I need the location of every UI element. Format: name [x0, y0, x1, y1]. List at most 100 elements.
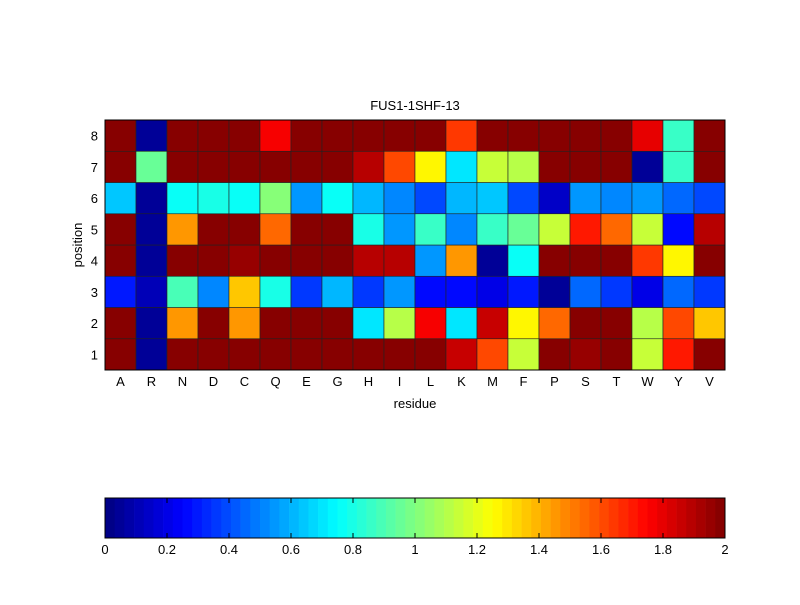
cell-A-3 [104, 275, 137, 308]
colorbar-swatch [201, 498, 212, 538]
x-tick-label: V [705, 374, 714, 389]
colorbar-swatch [628, 498, 639, 538]
cell-M-3 [476, 275, 509, 308]
colorbar-swatch [240, 498, 251, 538]
colorbar-swatch [618, 498, 629, 538]
colorbar-swatch [269, 498, 280, 538]
y-axis-label: position [70, 223, 85, 268]
cell-N-8 [166, 119, 199, 152]
colorbar-tick-label: 1.4 [530, 542, 548, 557]
colorbar-tick-label: 2 [721, 542, 728, 557]
cell-G-4 [321, 244, 354, 277]
cell-Y-3 [662, 275, 695, 308]
colorbar-swatch [531, 498, 542, 538]
x-tick-label: N [178, 374, 187, 389]
cell-R-5 [135, 213, 168, 246]
cell-A-5 [104, 213, 137, 246]
cell-Q-3 [259, 275, 292, 308]
heatmap-cells [104, 119, 726, 371]
colorbar-swatch [608, 498, 619, 538]
cell-K-5 [445, 213, 478, 246]
colorbar-swatch [647, 498, 658, 538]
x-tick-label: W [641, 374, 654, 389]
cell-K-8 [445, 119, 478, 152]
y-tick-label: 3 [91, 285, 98, 300]
colorbar-swatch [298, 498, 309, 538]
colorbar-swatch [260, 498, 270, 538]
colorbar-swatch [511, 498, 522, 538]
cell-Q-7 [259, 150, 292, 183]
cell-L-6 [414, 182, 447, 215]
cell-E-6 [290, 182, 323, 215]
cell-G-1 [321, 338, 354, 371]
cell-H-1 [352, 338, 385, 371]
cell-W-6 [631, 182, 664, 215]
y-tick-label: 6 [91, 191, 98, 206]
cell-K-2 [445, 307, 478, 340]
colorbar-swatch [182, 498, 193, 538]
colorbar-swatch [705, 498, 716, 538]
colorbar-swatch [143, 498, 154, 538]
cell-V-2 [693, 307, 726, 340]
cell-Y-1 [662, 338, 695, 371]
cell-A-4 [104, 244, 137, 277]
colorbar-tick-label: 1.8 [654, 542, 672, 557]
colorbar-swatch [385, 498, 396, 538]
cell-F-4 [507, 244, 540, 277]
y-tick-labels: 1 2 3 4 5 6 7 8 [91, 129, 98, 363]
cell-S-2 [569, 307, 602, 340]
cell-S-8 [569, 119, 602, 152]
cell-P-1 [538, 338, 571, 371]
cell-E-4 [290, 244, 323, 277]
x-tick-label: T [613, 374, 621, 389]
cell-R-7 [135, 150, 168, 183]
cell-G-5 [321, 213, 354, 246]
cell-I-6 [383, 182, 416, 215]
plot-frame [104, 119, 726, 371]
cell-C-3 [228, 275, 261, 308]
cell-T-4 [600, 244, 633, 277]
colorbar-swatch [211, 498, 222, 538]
cell-E-7 [290, 150, 323, 183]
colorbar-swatch [327, 498, 338, 538]
cell-N-2 [166, 307, 199, 340]
cell-F-5 [507, 213, 540, 246]
cell-R-4 [135, 244, 168, 277]
cell-F-3 [507, 275, 540, 308]
y-tick-label: 2 [91, 316, 98, 331]
cell-Q-5 [259, 213, 292, 246]
colorbar-swatch [114, 498, 125, 538]
cell-R-2 [135, 307, 168, 340]
cell-C-6 [228, 182, 261, 215]
cell-C-1 [228, 338, 261, 371]
chart-title: FUS1-1SHF-13 [370, 98, 460, 113]
colorbar-swatch [424, 498, 435, 538]
cell-G-2 [321, 307, 354, 340]
cell-I-2 [383, 307, 416, 340]
colorbar-swatch [637, 498, 648, 538]
colorbar-swatch [550, 498, 561, 538]
cell-H-2 [352, 307, 385, 340]
cell-V-5 [693, 213, 726, 246]
colorbar-tick-label: 1 [411, 542, 418, 557]
cell-R-1 [135, 338, 168, 371]
colorbar-swatch [676, 498, 687, 538]
colorbar-swatch [337, 498, 348, 538]
cell-N-6 [166, 182, 199, 215]
cell-I-8 [383, 119, 416, 152]
colorbar-swatch [221, 498, 232, 538]
cell-N-3 [166, 275, 199, 308]
cell-D-8 [197, 119, 230, 152]
cell-L-5 [414, 213, 447, 246]
colorbar-tick-label: 1.2 [468, 542, 486, 557]
colorbar-swatch [172, 498, 183, 538]
cell-H-3 [352, 275, 385, 308]
cell-L-7 [414, 150, 447, 183]
cell-S-6 [569, 182, 602, 215]
cell-V-1 [693, 338, 726, 371]
colorbar-swatch [473, 498, 484, 538]
cell-H-7 [352, 150, 385, 183]
cell-M-5 [476, 213, 509, 246]
colorbar-swatch [376, 498, 387, 538]
cell-M-2 [476, 307, 509, 340]
